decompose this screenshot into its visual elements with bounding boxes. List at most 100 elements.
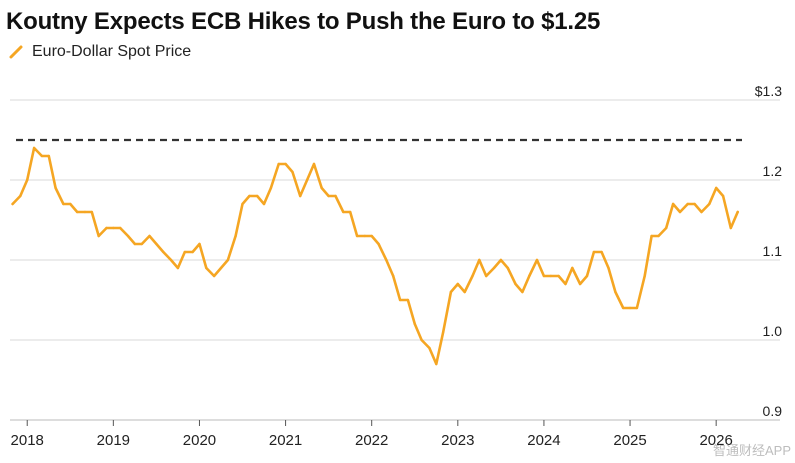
data-point	[234, 234, 237, 238]
data-point	[413, 322, 416, 326]
data-point	[607, 266, 610, 270]
legend-swatch-icon	[9, 45, 23, 59]
y-tick-label: 1.0	[763, 323, 783, 339]
data-point	[506, 266, 509, 270]
x-tick-label: 2022	[355, 432, 388, 449]
data-point	[133, 242, 137, 246]
data-point	[521, 290, 524, 294]
data-point	[47, 154, 50, 158]
data-point	[299, 194, 302, 198]
chart-title: Koutny Expects ECB Hikes to Push the Eur…	[6, 8, 601, 35]
data-point	[478, 258, 481, 262]
data-point	[255, 194, 259, 198]
x-tick-label: 2020	[183, 432, 216, 449]
data-point	[305, 178, 309, 182]
data-point	[585, 274, 589, 278]
data-point	[535, 258, 539, 262]
data-point	[205, 266, 208, 270]
data-point	[492, 266, 496, 270]
data-point	[657, 234, 660, 238]
data-point	[97, 234, 100, 238]
y-tick-label: $1.3	[755, 83, 782, 99]
x-tick-label: 2023	[441, 432, 474, 449]
data-point	[406, 298, 410, 302]
x-tick-label: 2025	[613, 432, 646, 449]
data-point	[729, 226, 733, 230]
data-point	[327, 194, 330, 198]
data-point	[11, 202, 14, 206]
data-point	[355, 234, 359, 238]
x-tick-label: 2018	[11, 432, 44, 449]
data-point	[176, 266, 180, 270]
data-point	[191, 250, 194, 254]
data-point	[126, 234, 130, 238]
data-point	[26, 178, 29, 182]
data-point	[162, 250, 165, 254]
data-point	[284, 162, 287, 166]
data-point	[40, 154, 44, 158]
data-point	[708, 202, 711, 206]
data-point	[441, 330, 445, 334]
data-point	[377, 242, 380, 246]
data-point	[614, 290, 617, 294]
x-tick-label: 2021	[269, 432, 302, 449]
data-point	[226, 258, 230, 262]
data-point	[370, 234, 373, 238]
data-point	[557, 274, 560, 278]
data-point	[671, 202, 675, 206]
data-point	[262, 202, 266, 206]
y-tick-label: 0.9	[763, 403, 783, 419]
data-point	[449, 290, 453, 294]
data-point	[499, 258, 503, 262]
data-point	[528, 274, 531, 278]
data-point	[198, 242, 201, 246]
data-point	[19, 194, 22, 198]
data-point	[700, 210, 703, 214]
data-point	[693, 202, 696, 206]
data-point	[140, 242, 143, 246]
x-tick-label: 2026	[699, 432, 732, 449]
data-point	[485, 274, 488, 278]
data-point	[269, 186, 273, 190]
data-point	[248, 194, 251, 198]
x-tick-label: 2019	[97, 432, 130, 449]
data-point	[183, 250, 187, 254]
data-point	[398, 298, 402, 302]
watermark: 智通财经APP	[712, 443, 791, 458]
data-point	[514, 282, 517, 286]
data-point	[363, 234, 367, 238]
data-point	[75, 210, 79, 214]
data-point	[212, 274, 216, 278]
data-point	[592, 250, 596, 254]
legend: Euro-Dollar Spot Price	[8, 43, 191, 61]
data-point	[600, 250, 603, 254]
data-point	[69, 202, 72, 206]
data-point	[621, 306, 625, 310]
data-point	[736, 210, 739, 214]
data-point	[83, 210, 87, 214]
data-point	[549, 274, 553, 278]
data-point	[471, 274, 474, 278]
data-point	[342, 210, 345, 214]
data-point	[348, 210, 352, 214]
data-point	[714, 186, 718, 190]
data-point	[112, 226, 115, 230]
data-point	[678, 210, 682, 214]
data-point	[277, 162, 280, 166]
series-line-euro-dollar	[11, 146, 739, 366]
data-point	[119, 226, 122, 230]
data-point	[650, 234, 653, 238]
data-point	[169, 258, 173, 262]
data-point	[320, 186, 323, 190]
data-point	[628, 306, 632, 310]
data-point	[643, 274, 646, 278]
data-point	[219, 266, 223, 270]
data-point	[721, 194, 725, 198]
data-point	[32, 146, 36, 150]
x-tick-label: 2024	[527, 432, 560, 449]
data-point	[392, 274, 395, 278]
data-point	[385, 258, 388, 262]
data-point	[686, 202, 689, 206]
data-point	[312, 162, 316, 166]
